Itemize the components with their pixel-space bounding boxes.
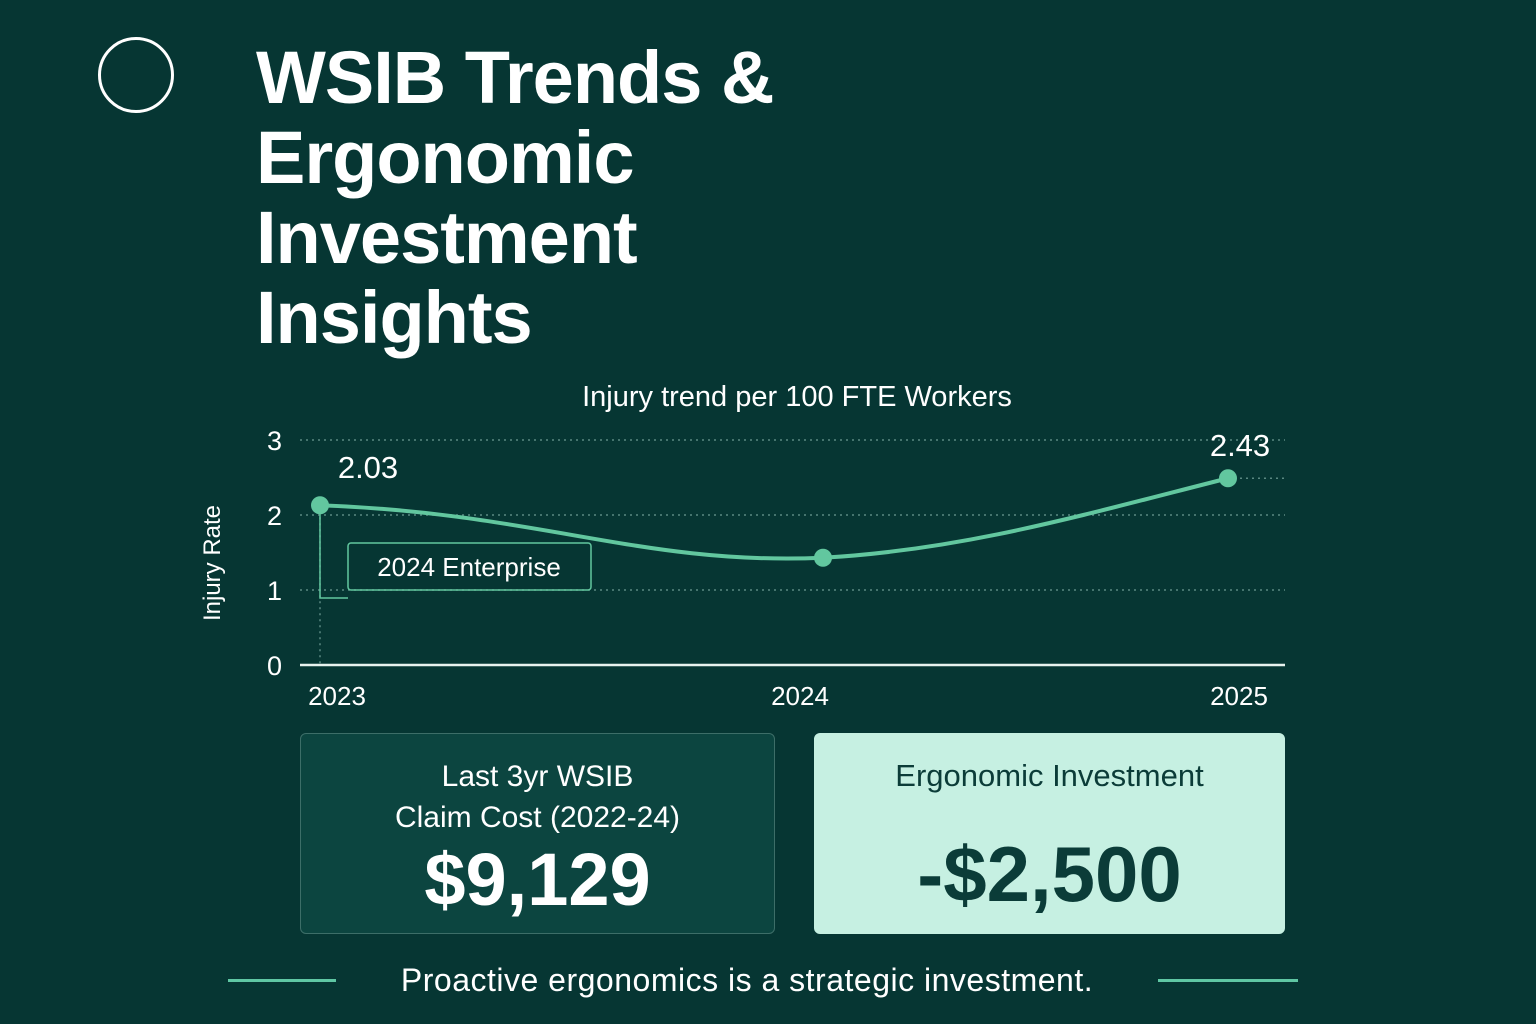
- data-point: [814, 548, 832, 567]
- y-tick-label: 1: [267, 576, 282, 606]
- data-label-2025: 2.43: [1210, 428, 1270, 463]
- annotation-label: 2024 Enterprise: [377, 552, 561, 582]
- footer-divider-left: [228, 979, 336, 982]
- claim-cost-label-line1: Last 3yr WSIB: [441, 760, 634, 793]
- circle-outline-icon: [98, 37, 174, 113]
- ergonomic-investment-card: Ergonomic Investment: [814, 733, 1285, 934]
- annotation-box: [347, 542, 592, 591]
- x-tick-label: 2025: [1210, 681, 1268, 711]
- series-line: [318, 476, 1230, 561]
- x-tick-label: 2024: [771, 681, 829, 711]
- claim-cost-label-line2: Claim Cost (2022-24): [394, 801, 681, 834]
- data-point: [311, 496, 329, 515]
- footer-tagline: Proactive ergonomics is a strategic inve…: [400, 962, 1094, 998]
- y-tick-label: 3: [267, 426, 282, 456]
- claim-cost-card: Last 3yr WSIB Claim Cost (2022-24): [300, 733, 775, 934]
- y-tick-label: 0: [267, 651, 282, 681]
- ergonomic-investment-value: -$2,500: [917, 830, 1182, 918]
- ergonomic-investment-label: Ergonomic Investment: [895, 758, 1204, 793]
- x-tick-label: 2023: [308, 681, 366, 711]
- annotation-connector: [319, 505, 348, 599]
- y-axis-label: Injury Rate: [199, 505, 226, 621]
- y-tick-label: 2: [267, 501, 282, 531]
- data-label-2023: 2.03: [338, 450, 398, 485]
- chart-title: Injury trend per 100 FTE Workers: [582, 381, 1012, 413]
- page-title: WSIB Trends & Ergonomic Investment Insig…: [256, 36, 774, 359]
- claim-cost-label: Last 3yr WSIB Claim Cost (2022-24): [301, 756, 774, 838]
- claim-cost-value: $9,129: [424, 838, 651, 921]
- footer-divider-right: [1158, 979, 1298, 982]
- data-point: [1219, 469, 1237, 488]
